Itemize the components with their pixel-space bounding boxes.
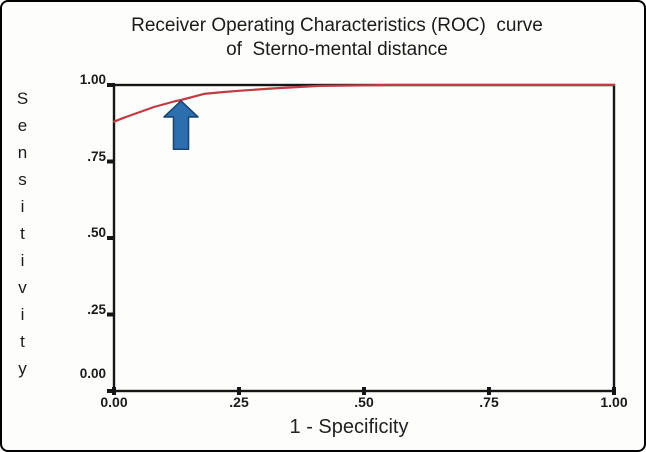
y-tick-label: .25 [87,301,106,317]
x-axis-label: 1 - Specificity [289,416,409,438]
y-tick-mark [107,312,115,317]
y-tick-label: .75 [87,148,106,164]
chart-title-line2: of Sterno-mental distance [226,39,448,60]
x-tick-mark [487,387,491,395]
y-tick-mark [107,389,115,393]
x-tick-label: .50 [354,394,374,410]
chart-title: Receiver Operating Characteristics (ROC)… [16,14,644,62]
y-tick-mark [107,159,115,164]
x-tick-label: .25 [229,394,249,410]
x-tick-label: .75 [479,394,499,410]
y-tick-label: 1.00 [79,72,106,87]
x-tick-label: 0.00 [100,394,128,410]
chart-title-line1: Receiver Operating Characteristics (ROC)… [131,15,543,36]
roc-curve [112,83,616,123]
y-tick-mark [107,236,115,240]
x-tick-label: 1.00 [600,394,628,410]
y-tick-label: .50 [87,225,106,240]
x-tick-mark [362,387,366,395]
y-tick-mark [107,83,115,87]
x-tick-mark [612,387,616,395]
x-tick-mark [237,387,241,395]
y-axis-label: Sensitivity [13,89,32,386]
up-arrow-annotation-icon [163,100,199,151]
y-tick-label: 0.00 [79,366,106,381]
